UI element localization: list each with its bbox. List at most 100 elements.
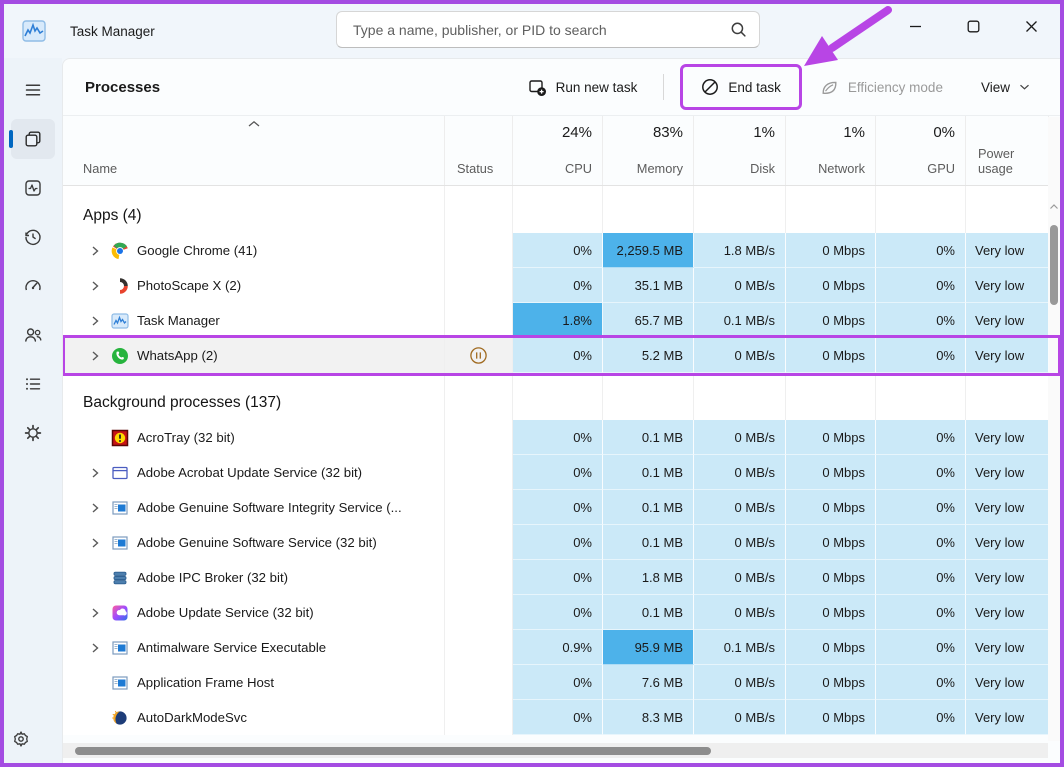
end-task-button[interactable]: End task (689, 69, 793, 105)
group-empty-cell (786, 373, 876, 420)
search-box[interactable] (336, 11, 760, 48)
chevron-right-icon[interactable] (87, 313, 103, 329)
chrome-icon (111, 242, 129, 260)
group-empty-cell (966, 186, 1049, 233)
gpu-cell: 0% (876, 455, 966, 490)
group-empty-cell (445, 373, 513, 420)
run-new-task-button[interactable]: Run new task (516, 69, 650, 106)
network-cell: 0 Mbps (786, 338, 876, 373)
sidebar-item-details[interactable] (11, 364, 55, 404)
disk-cell: 0 MB/s (694, 700, 786, 735)
annotated-screenshot-frame: Task Manager Processes (0, 0, 1064, 767)
cpu-cell: 1.8% (513, 303, 603, 338)
sidebar-item-startup-apps[interactable] (11, 266, 55, 306)
sidebar-item-menu[interactable] (11, 70, 55, 110)
chevron-right-icon[interactable] (87, 243, 103, 259)
status-cell (445, 268, 513, 303)
efficiency-mode-button[interactable]: Efficiency mode (808, 69, 955, 106)
disk-cell: 0 MB/s (694, 525, 786, 560)
chevron-right-icon[interactable] (87, 348, 103, 364)
page-header: Processes Run new task End task (63, 59, 1060, 116)
sidebar-item-performance[interactable] (11, 168, 55, 208)
process-row[interactable]: Adobe IPC Broker (32 bit)0%1.8 MB0 MB/s0… (63, 560, 1060, 595)
memory-cell: 35.1 MB (603, 268, 694, 303)
chevron-right-icon[interactable] (87, 465, 103, 481)
sidebar-item-users[interactable] (11, 315, 55, 355)
process-name: Application Frame Host (137, 675, 274, 690)
process-row[interactable]: AcroTray (32 bit)0%0.1 MB0 MB/s0 Mbps0%V… (63, 420, 1060, 455)
page-title: Processes (85, 79, 160, 96)
column-header-power-usage[interactable]: Power usage (966, 116, 1049, 185)
horizontal-scrollbar[interactable] (63, 743, 1048, 758)
process-name-cell: Application Frame Host (63, 665, 445, 700)
vertical-scrollbar-thumb[interactable] (1050, 225, 1058, 305)
network-cell: 0 Mbps (786, 233, 876, 268)
gpu-cell: 0% (876, 630, 966, 665)
memory-cell: 0.1 MB (603, 595, 694, 630)
process-row[interactable]: WhatsApp (2)0%5.2 MB0 MB/s0 Mbps0%Very l… (63, 338, 1060, 373)
horizontal-scrollbar-thumb[interactable] (75, 747, 711, 755)
column-header-gpu[interactable]: 0%GPU (876, 116, 966, 185)
memory-cell: 65.7 MB (603, 303, 694, 338)
process-row[interactable]: Google Chrome (41)0%2,259.5 MB1.8 MB/s0 … (63, 233, 1060, 268)
close-button[interactable] (1002, 4, 1060, 48)
status-cell (445, 525, 513, 560)
disk-cell: 0.1 MB/s (694, 630, 786, 665)
gpu-cell: 0% (876, 700, 966, 735)
process-name-cell: PhotoScape X (2) (63, 268, 445, 303)
network-cell: 0 Mbps (786, 303, 876, 338)
process-row[interactable]: AutoDarkModeSvc0%8.3 MB0 MB/s0 Mbps0%Ver… (63, 700, 1060, 735)
search-input[interactable] (353, 22, 730, 38)
task-manager-icon (111, 312, 129, 330)
chevron-down-icon (1019, 83, 1030, 91)
cpu-cell: 0% (513, 560, 603, 595)
chevron-right-icon[interactable] (87, 605, 103, 621)
column-header-network[interactable]: 1%Network (786, 116, 876, 185)
process-name: AutoDarkModeSvc (137, 710, 247, 725)
chevron-right-icon[interactable] (87, 500, 103, 516)
process-name-cell: Task Manager (63, 303, 445, 338)
vertical-scrollbar[interactable] (1048, 117, 1060, 741)
process-row[interactable]: Antimalware Service Executable0.9%95.9 M… (63, 630, 1060, 665)
network-cell: 0 Mbps (786, 525, 876, 560)
column-header-cpu[interactable]: 24%CPU (513, 116, 603, 185)
group-empty-cell (966, 373, 1049, 420)
process-row[interactable]: PhotoScape X (2)0%35.1 MB0 MB/s0 Mbps0%V… (63, 268, 1060, 303)
processes-icon (23, 129, 43, 149)
sidebar-item-settings[interactable] (11, 729, 31, 749)
minimize-button[interactable] (886, 4, 944, 48)
column-header-memory[interactable]: 83%Memory (603, 116, 694, 185)
chevron-right-icon[interactable] (87, 640, 103, 656)
group-empty-cell (513, 186, 603, 233)
disk-cell: 0.1 MB/s (694, 303, 786, 338)
sidebar-item-processes[interactable] (11, 119, 55, 159)
column-header-disk[interactable]: 1%Disk (694, 116, 786, 185)
cpu-cell: 0% (513, 338, 603, 373)
leaf-icon (820, 78, 839, 97)
group-empty-cell (876, 373, 966, 420)
sidebar-item-services[interactable] (11, 413, 55, 453)
chevron-right-icon[interactable] (87, 535, 103, 551)
titlebar: Task Manager (4, 4, 1060, 58)
end-task-icon (701, 78, 719, 96)
process-row[interactable]: Application Frame Host0%7.6 MB0 MB/s0 Mb… (63, 665, 1060, 700)
process-row[interactable]: Adobe Acrobat Update Service (32 bit)0%0… (63, 455, 1060, 490)
disk-cell: 0 MB/s (694, 490, 786, 525)
sidebar-item-app-history[interactable] (11, 217, 55, 257)
process-row[interactable]: Adobe Update Service (32 bit)0%0.1 MB0 M… (63, 595, 1060, 630)
disk-cell: 0 MB/s (694, 560, 786, 595)
services-icon (23, 423, 43, 443)
chevron-right-icon[interactable] (87, 278, 103, 294)
process-name-cell: Adobe Genuine Software Integrity Service… (63, 490, 445, 525)
process-row[interactable]: Adobe Genuine Software Integrity Service… (63, 490, 1060, 525)
scroll-up-icon[interactable] (1050, 203, 1058, 211)
process-row[interactable]: Adobe Genuine Software Service (32 bit)0… (63, 525, 1060, 560)
process-name: AcroTray (32 bit) (137, 430, 235, 445)
column-header-status[interactable]: Status (445, 116, 513, 185)
process-name-cell: Google Chrome (41) (63, 233, 445, 268)
view-dropdown[interactable]: View (969, 71, 1042, 104)
maximize-button[interactable] (944, 4, 1002, 48)
details-icon (23, 374, 43, 394)
process-row[interactable]: Task Manager1.8%65.7 MB0.1 MB/s0 Mbps0%V… (63, 303, 1060, 338)
column-header-name[interactable]: Name (63, 116, 445, 185)
